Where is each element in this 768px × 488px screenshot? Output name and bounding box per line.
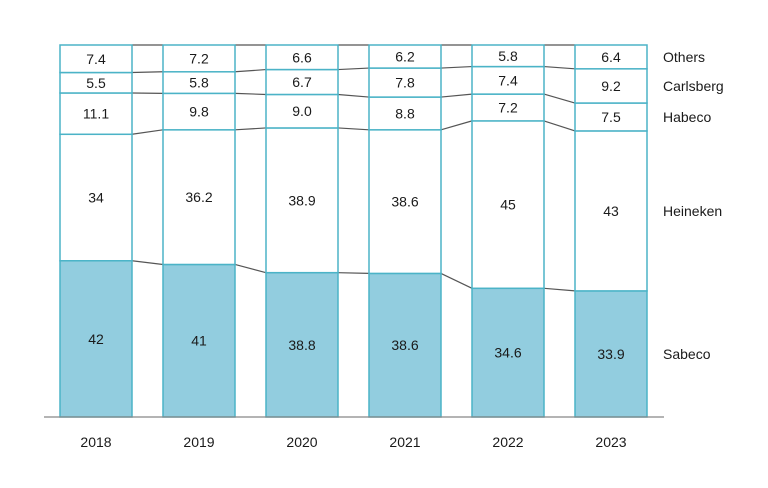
x-tick-label-2018: 2018 bbox=[80, 434, 111, 450]
x-tick-label-2023: 2023 bbox=[595, 434, 626, 450]
data-label-sabeco-2018: 42 bbox=[88, 331, 104, 347]
connector-heineken-2021 bbox=[440, 120, 473, 131]
data-label-heineken-2021: 38.6 bbox=[391, 194, 418, 210]
legend-label-carlsberg: Carlsberg bbox=[663, 78, 724, 94]
connector-heineken-2022 bbox=[543, 120, 576, 132]
bar-heineken-2022 bbox=[471, 120, 545, 290]
data-label-sabeco-2021: 38.6 bbox=[391, 337, 418, 353]
bar-habeco-2021 bbox=[368, 96, 442, 131]
connector-carlsberg-2022 bbox=[543, 65, 576, 70]
data-label-habeco-2019: 9.8 bbox=[189, 104, 209, 120]
bar-heineken-2018 bbox=[59, 133, 133, 262]
data-label-heineken-2019: 36.2 bbox=[185, 189, 212, 205]
data-label-others-2022: 5.8 bbox=[498, 48, 518, 64]
legend-label-others: Others bbox=[663, 49, 705, 65]
connector-habeco-2019 bbox=[234, 92, 267, 96]
connector-habeco-2020 bbox=[337, 93, 370, 98]
bar-sabeco-2021 bbox=[368, 272, 442, 418]
legend-label-heineken: Heineken bbox=[663, 203, 722, 219]
data-label-others-2023: 6.4 bbox=[601, 49, 621, 65]
data-label-sabeco-2019: 41 bbox=[191, 333, 207, 349]
data-label-heineken-2020: 38.9 bbox=[288, 192, 315, 208]
data-label-carlsberg-2022: 7.4 bbox=[498, 72, 518, 88]
bar-others-2018 bbox=[59, 44, 133, 74]
series-connectors bbox=[131, 44, 576, 292]
data-label-habeco-2021: 8.8 bbox=[395, 105, 415, 121]
connector-carlsberg-2019 bbox=[234, 68, 267, 73]
connector-heineken-2020 bbox=[337, 127, 370, 131]
data-label-habeco-2020: 9.0 bbox=[292, 103, 312, 119]
bar-habeco-2018 bbox=[59, 92, 133, 136]
x-axis-tick-labels: 2018 2019 2020 2021 2022 2023 bbox=[80, 434, 626, 450]
bar-others-2022 bbox=[471, 44, 545, 68]
bar-sabeco-2019 bbox=[162, 263, 236, 418]
bar-habeco-2022 bbox=[471, 93, 545, 122]
data-label-heineken-2018: 34 bbox=[88, 190, 104, 206]
connector-habeco-2021 bbox=[440, 93, 473, 98]
bars bbox=[59, 44, 648, 418]
x-tick-label-2019: 2019 bbox=[183, 434, 214, 450]
data-label-carlsberg-2021: 7.8 bbox=[395, 75, 415, 91]
connector-habeco-2022 bbox=[543, 93, 576, 104]
data-label-habeco-2018: 11.1 bbox=[83, 106, 109, 122]
legend-label-sabeco: Sabeco bbox=[663, 346, 711, 362]
connector-carlsberg-2018 bbox=[131, 71, 164, 74]
bar-carlsberg-2020 bbox=[265, 68, 339, 96]
bar-heineken-2021 bbox=[368, 129, 442, 275]
data-label-others-2020: 6.6 bbox=[292, 49, 312, 65]
bar-others-2020 bbox=[265, 44, 339, 71]
connector-sabeco-2019 bbox=[234, 263, 267, 274]
bar-heineken-2023 bbox=[574, 130, 648, 292]
data-label-others-2019: 7.2 bbox=[189, 50, 209, 66]
x-tick-label-2020: 2020 bbox=[286, 434, 317, 450]
bar-sabeco-2020 bbox=[265, 271, 339, 418]
connector-sabeco-2020 bbox=[337, 272, 370, 275]
data-label-heineken-2023: 43 bbox=[603, 203, 619, 219]
bar-habeco-2019 bbox=[162, 92, 236, 131]
data-label-carlsberg-2023: 9.2 bbox=[601, 78, 621, 94]
legend: Sabeco Heineken Habeco Carlsberg Others bbox=[663, 49, 724, 362]
data-label-heineken-2022: 45 bbox=[500, 197, 516, 213]
bar-carlsberg-2023 bbox=[574, 68, 648, 104]
data-labels: 42 34 11.1 5.5 7.4 41 36.2 9.8 5.8 7.2 38.8 38.9 9.0… bbox=[83, 48, 625, 362]
bar-habeco-2020 bbox=[265, 93, 339, 129]
bar-heineken-2019 bbox=[162, 129, 236, 266]
connector-sabeco-2018 bbox=[131, 260, 164, 266]
data-label-carlsberg-2020: 6.7 bbox=[292, 74, 312, 90]
legend-label-habeco: Habeco bbox=[663, 109, 711, 125]
bar-sabeco-2023 bbox=[574, 290, 648, 418]
data-label-habeco-2023: 7.5 bbox=[601, 109, 621, 125]
connector-sabeco-2021 bbox=[440, 272, 473, 289]
bar-others-2021 bbox=[368, 44, 442, 69]
x-tick-label-2021: 2021 bbox=[389, 434, 420, 450]
connector-carlsberg-2020 bbox=[337, 67, 370, 71]
connector-sabeco-2022 bbox=[543, 287, 576, 292]
connector-heineken-2018 bbox=[131, 129, 164, 135]
data-label-sabeco-2022: 34.6 bbox=[494, 345, 521, 361]
data-label-carlsberg-2019: 5.8 bbox=[189, 75, 209, 91]
data-label-others-2021: 6.2 bbox=[395, 49, 415, 65]
bar-carlsberg-2021 bbox=[368, 67, 442, 98]
bar-others-2023 bbox=[574, 44, 648, 70]
bar-others-2019 bbox=[162, 44, 236, 73]
connector-carlsberg-2021 bbox=[440, 65, 473, 69]
data-label-others-2018: 7.4 bbox=[86, 51, 106, 67]
x-tick-label-2022: 2022 bbox=[492, 434, 523, 450]
data-label-habeco-2022: 7.2 bbox=[498, 99, 518, 115]
connector-heineken-2019 bbox=[234, 127, 267, 131]
data-label-sabeco-2023: 33.9 bbox=[597, 346, 624, 362]
bar-heineken-2020 bbox=[265, 127, 339, 274]
bar-carlsberg-2022 bbox=[471, 65, 545, 95]
data-label-sabeco-2020: 38.8 bbox=[288, 337, 315, 353]
data-label-carlsberg-2018: 5.5 bbox=[86, 75, 106, 91]
